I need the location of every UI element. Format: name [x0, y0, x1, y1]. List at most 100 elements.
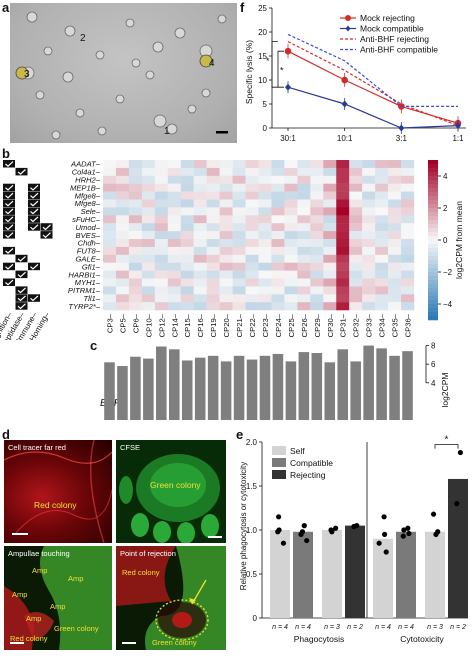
- heat-cell: [336, 160, 350, 169]
- heat-cell: [388, 207, 402, 216]
- colony-label-17: CP29–: [313, 313, 322, 337]
- heat-cell: [336, 215, 350, 224]
- heat-cell: [362, 278, 376, 287]
- heat-cell: [167, 286, 181, 295]
- e-ytick-label: 2.0: [246, 438, 258, 447]
- e-n-label: n = 4: [272, 624, 288, 631]
- check-mark-icon: [17, 287, 26, 294]
- heat-cell: [375, 270, 389, 279]
- c-bar-10: [220, 361, 232, 420]
- f-legend-marker: [345, 15, 351, 21]
- c-bar-23: [389, 355, 400, 420]
- heat-cell: [206, 239, 220, 248]
- panel-letter-c: c: [90, 338, 98, 353]
- heat-cell: [323, 246, 337, 255]
- d-br-red-label: Red colony: [122, 568, 160, 577]
- e-legend-swatch-1: [272, 446, 286, 455]
- panel-a-micrograph: 2 3 4 1: [10, 3, 237, 143]
- heat-cell: [362, 183, 376, 192]
- e-n-label: n = 4: [295, 624, 311, 631]
- heat-cell: [375, 239, 389, 248]
- cell-11: [35, 90, 45, 100]
- c-bar-1: [104, 362, 115, 420]
- heat-cell: [297, 278, 311, 287]
- heat-cell: [193, 207, 207, 216]
- heat-cell: [362, 239, 376, 248]
- heat-cell: [310, 175, 324, 184]
- heat-cell: [297, 160, 311, 169]
- heat-cell: [180, 294, 194, 303]
- heat-cell: [141, 199, 156, 208]
- heat-cell: [401, 175, 415, 184]
- heat-cell: [154, 199, 168, 208]
- heat-cell: [401, 207, 415, 216]
- heat-cell: [258, 167, 272, 176]
- c-bar-21: [363, 345, 374, 420]
- gene-label-14: Gfi1–: [82, 262, 101, 271]
- heat-cell: [245, 207, 259, 216]
- gene-label-1: AADAT–: [70, 160, 101, 169]
- heat-cell: [271, 246, 285, 255]
- gene-label-17: PITRM1–: [68, 286, 101, 295]
- heat-cell: [336, 254, 350, 263]
- heat-cell: [245, 286, 259, 295]
- check-cell: [28, 223, 40, 231]
- check-mark-icon: [42, 232, 51, 239]
- colony-label-1: CP3–: [105, 313, 114, 333]
- heat-cell: [284, 199, 298, 208]
- heat-cell: [297, 223, 311, 232]
- heat-cell: [115, 223, 130, 232]
- f-point: [341, 76, 348, 84]
- check-mark-icon: [5, 208, 14, 215]
- panel-letter-f: f: [240, 0, 245, 15]
- heat-cell: [258, 270, 272, 279]
- heat-cell: [401, 215, 415, 224]
- d-tr-title: CFSE: [120, 443, 141, 452]
- f-ylabel: Specific lysis (%): [244, 40, 254, 104]
- panel-d-bottom-left: Ampullae touching Amp Amp Amp Amp Amp Re…: [4, 546, 112, 650]
- gene-label-5: Mfge8–: [75, 191, 101, 200]
- check-cell: [28, 294, 40, 302]
- gene-label-10: BVES–: [76, 231, 101, 240]
- check-mark-icon: [42, 224, 51, 231]
- heat-cell: [128, 167, 143, 176]
- colony-label-19: CP31–: [339, 313, 348, 337]
- heat-cell: [310, 239, 324, 248]
- colorbar-segment: [428, 304, 438, 309]
- heat-cell: [193, 160, 207, 169]
- heat-cell: [154, 302, 168, 311]
- e-bar: [373, 538, 393, 618]
- colorbar-segment: [428, 260, 438, 265]
- f-ytick-label: 5: [263, 100, 268, 109]
- heat-cell: [310, 183, 324, 192]
- check-cell: [15, 254, 28, 263]
- heat-cell: [336, 270, 350, 279]
- colorbar-segment: [428, 288, 438, 293]
- heat-cell: [401, 262, 415, 271]
- heat-cell: [206, 160, 220, 169]
- heat-cell: [115, 278, 130, 287]
- cell-1: [26, 11, 38, 23]
- heat-cell: [375, 302, 389, 311]
- cell-16: [97, 126, 107, 136]
- heat-cell: [245, 239, 259, 248]
- d-tr-label: Green colony: [150, 480, 201, 490]
- colony-label-20: CP32–: [352, 313, 361, 337]
- panel-c-bar-chart: BHF 864 log2CPM: [100, 342, 450, 420]
- heat-cell: [115, 302, 130, 311]
- gene-label-6: Mfge8–: [75, 199, 101, 208]
- c-bar-12: [246, 359, 258, 420]
- f-xtick-label: 10:1: [337, 134, 353, 143]
- cell-7: [145, 70, 155, 80]
- heat-cell: [284, 223, 298, 232]
- check-cell: [3, 223, 15, 231]
- heat-cell: [141, 270, 156, 279]
- heat-cell: [258, 199, 272, 208]
- heat-cell: [245, 231, 259, 240]
- panel-letter-e: e: [236, 427, 244, 442]
- heat-cell: [323, 302, 337, 311]
- colony-label-7: CP15–: [183, 313, 192, 337]
- colony-label-15: CP25–: [287, 313, 296, 337]
- heat-cell: [128, 302, 143, 311]
- f-sig-star-1: *: [280, 65, 284, 75]
